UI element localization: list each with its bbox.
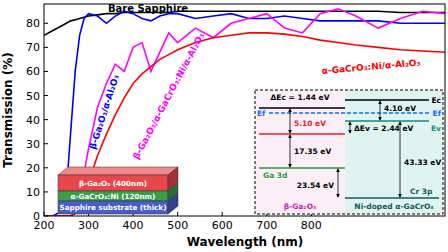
band-label: 4.10 eV bbox=[384, 104, 416, 113]
plot-frame bbox=[44, 4, 445, 216]
band-diagram: ΔEc = 1.44 eV 4.10 eV Ec Ef Ev Ef 5.10 eV ΔEv =… bbox=[255, 90, 443, 214]
y-tick-label: 10 bbox=[26, 186, 40, 199]
series-line bbox=[44, 9, 445, 216]
x-tick-label: 300 bbox=[78, 219, 99, 232]
band-label: Ev bbox=[431, 124, 441, 133]
y-tick bbox=[44, 191, 48, 192]
band-label: Ga 3d bbox=[263, 171, 287, 180]
layer-side bbox=[168, 193, 178, 214]
layer-label: Sapphire substrate (thick) bbox=[60, 203, 167, 212]
energy-level bbox=[345, 120, 429, 122]
energy-arrow bbox=[350, 122, 351, 133]
series-line bbox=[44, 11, 445, 35]
band-label: Ef bbox=[433, 109, 442, 118]
series-label: β-Ga₂O₃/α-GaCrO₃:Ni/α-Al₂O₃ bbox=[131, 31, 206, 161]
energy-arrow bbox=[400, 122, 401, 197]
series-label: Bare Sapphire bbox=[108, 3, 188, 14]
x-tick bbox=[222, 212, 223, 216]
band-label: 5.10 eV bbox=[294, 119, 326, 128]
energy-arrow bbox=[290, 135, 291, 167]
band-label: ΔEv = 2.44 eV bbox=[354, 124, 414, 133]
layer-top bbox=[58, 167, 178, 175]
energy-level bbox=[259, 133, 345, 135]
layer-front bbox=[58, 191, 168, 201]
band-label: 23.54 eV bbox=[297, 181, 334, 190]
x-tick-label: 600 bbox=[212, 219, 233, 232]
y-tick bbox=[44, 95, 48, 96]
series-label: α-GaCrO₃:Ni/α-Al₂O₃ bbox=[321, 57, 421, 76]
band-label: 17.35 eV bbox=[294, 147, 331, 156]
band-label: Ef bbox=[257, 109, 266, 118]
energy-arrow bbox=[290, 109, 291, 133]
x-tick-label: 400 bbox=[123, 219, 144, 232]
y-tick bbox=[44, 71, 48, 72]
energy-arrow bbox=[338, 169, 339, 197]
material-label: Ni-doped α-GaCrO₃ bbox=[354, 202, 433, 211]
x-tick-label: 500 bbox=[167, 219, 188, 232]
x-tick-label: 700 bbox=[256, 219, 277, 232]
layer-stack: β-Ga₂O₃ (400nm) α-GaCrO₃:Ni (120nm) Sapphi… bbox=[58, 167, 178, 214]
x-tick bbox=[177, 212, 178, 216]
y-tick bbox=[44, 143, 48, 144]
energy-arrow bbox=[380, 101, 381, 120]
figure: 20030040050060070080001020304050607080Wa… bbox=[0, 0, 448, 252]
band-label: Ec bbox=[431, 96, 441, 105]
region-left bbox=[255, 90, 345, 214]
energy-level bbox=[259, 167, 345, 169]
y-tick bbox=[44, 167, 48, 168]
layer-label: β-Ga₂O₃ (400nm) bbox=[79, 179, 147, 188]
y-tick-label: 70 bbox=[26, 41, 40, 54]
y-tick-label: 50 bbox=[26, 90, 40, 103]
material-label: β-Ga₂O₃ bbox=[284, 202, 317, 211]
curves bbox=[44, 9, 445, 216]
y-axis-title: Transmission (%) bbox=[1, 52, 15, 168]
x-axis-title: Wavelength (nm) bbox=[187, 235, 304, 249]
inset-border bbox=[255, 90, 443, 214]
series-label: β-Ga₂O₃/α-Al₂O₃ bbox=[87, 73, 121, 150]
region-right bbox=[345, 90, 443, 214]
x-tick-label: 800 bbox=[301, 219, 322, 232]
y-tick bbox=[44, 47, 48, 48]
y-tick-label: 20 bbox=[26, 162, 40, 175]
layer-front bbox=[58, 175, 168, 191]
layer-label: α-GaCrO₃:Ni (120nm) bbox=[71, 192, 156, 201]
y-tick-label: 80 bbox=[26, 17, 40, 30]
y-tick-label: 30 bbox=[26, 138, 40, 151]
band-label: 43.33 eV bbox=[404, 158, 441, 167]
energy-level bbox=[259, 107, 345, 109]
y-tick-label: 0 bbox=[33, 210, 40, 223]
band-label: ΔEc = 1.44 eV bbox=[271, 93, 330, 102]
y-tick bbox=[44, 23, 48, 24]
y-tick-label: 60 bbox=[26, 65, 40, 78]
layer-front bbox=[58, 201, 168, 214]
y-tick-label: 40 bbox=[26, 114, 40, 127]
band-label: Cr 3p bbox=[410, 187, 433, 196]
energy-level bbox=[345, 197, 439, 199]
series-line bbox=[44, 33, 445, 216]
x-tick bbox=[44, 212, 45, 216]
y-tick bbox=[44, 119, 48, 120]
energy-level bbox=[345, 99, 429, 101]
series-line bbox=[44, 11, 445, 216]
y-tick bbox=[44, 216, 48, 217]
